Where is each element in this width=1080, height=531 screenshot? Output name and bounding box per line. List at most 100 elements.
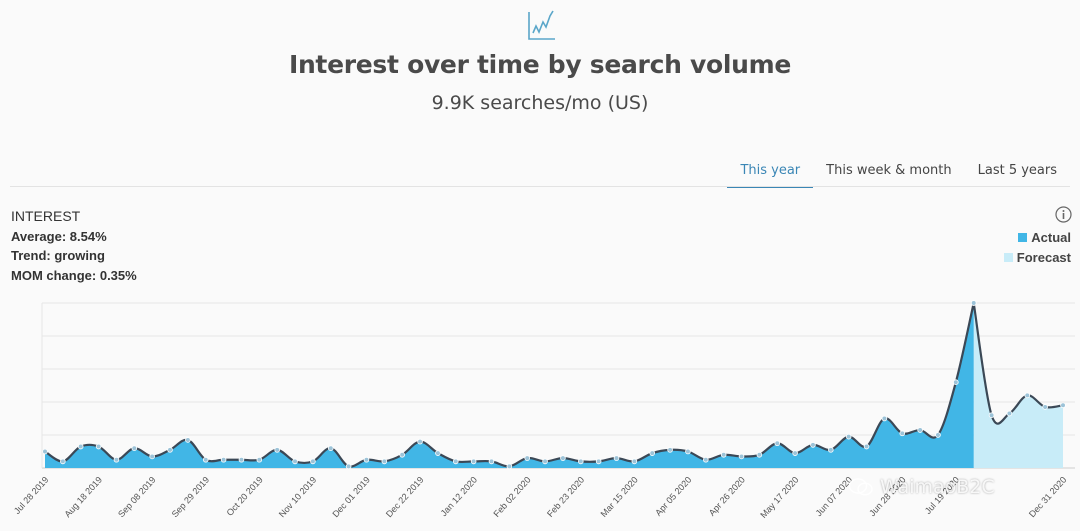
forecast-point: [1024, 392, 1031, 399]
actual-point: [953, 379, 959, 385]
tabs-divider: [10, 186, 1070, 187]
forecast-area: [973, 303, 1063, 468]
x-tick-label: Dec 31 2020: [1027, 475, 1069, 520]
actual-point: [381, 458, 388, 465]
wechat-logo-icon: [848, 478, 873, 496]
actual-point: [703, 456, 709, 463]
legend-actual-swatch: [1018, 233, 1028, 243]
x-tick-label: Sep 29 2019: [170, 475, 212, 520]
actual-point: [631, 458, 638, 465]
x-tick-label: Nov 10 2019: [277, 475, 319, 520]
tab-this-week-month[interactable]: This week & month: [826, 163, 952, 178]
actual-point: [274, 447, 280, 453]
x-tick-label: Dec 01 2019: [330, 475, 372, 520]
actual-point: [399, 452, 405, 458]
watermark-text: WaimaoB2C: [880, 476, 995, 498]
x-tick-label: Mar 15 2020: [599, 475, 640, 519]
actual-point: [542, 458, 548, 465]
x-tick-label: Apr 26 2020: [707, 475, 747, 518]
x-tick-label: Sep 08 2019: [116, 475, 158, 520]
forecast-point: [1042, 404, 1048, 410]
page-title: Interest over time by search volume: [288, 50, 792, 79]
x-tick-label: Feb 02 2020: [491, 475, 532, 519]
forecast-point: [1006, 410, 1013, 417]
forecast-point: [1060, 402, 1066, 409]
actual-point: [613, 455, 620, 461]
actual-point: [649, 450, 656, 456]
actual-point: [310, 458, 316, 465]
actual-point: [792, 450, 798, 456]
x-tick-label: Jul 28 2019: [12, 475, 51, 516]
info-icon[interactable]: [1055, 206, 1072, 223]
tab-this-year[interactable]: This year: [727, 158, 814, 188]
trend-stat: Trend: growing: [11, 248, 105, 263]
actual-point: [452, 458, 459, 465]
legend-actual-label: Actual: [1031, 230, 1071, 245]
actual-point: [935, 432, 941, 438]
tab-last-5-years[interactable]: Last 5 years: [977, 163, 1057, 178]
actual-point: [238, 456, 245, 463]
mom-stat: MOM change: 0.35%: [11, 267, 137, 283]
x-tick-label: Apr 05 2020: [653, 475, 693, 518]
actual-point: [720, 452, 727, 458]
x-tick-label: Jan 12 2020: [439, 475, 480, 519]
actual-point: [60, 458, 66, 465]
actual-point: [185, 437, 191, 443]
actual-point: [77, 443, 84, 450]
actual-point: [113, 456, 120, 463]
legend-forecast-swatch: [1003, 252, 1013, 262]
actual-point: [95, 443, 102, 450]
actual-point: [167, 447, 173, 453]
actual-point: [560, 455, 566, 461]
actual-point: [256, 456, 263, 463]
actual-point: [220, 456, 227, 463]
x-tick-label: Oct 20 2019: [225, 475, 265, 518]
x-tick-label: May 17 2020: [758, 475, 800, 520]
legend-actual[interactable]: Actual: [1004, 228, 1071, 248]
legend-forecast[interactable]: Forecast: [1003, 248, 1071, 268]
forecast-point: [970, 300, 977, 306]
actual-point: [327, 445, 334, 452]
actual-point: [738, 453, 745, 460]
search-volume-subtitle: 9.9K searches/mo (US): [431, 92, 649, 114]
legend-forecast-label: Forecast: [1016, 249, 1071, 265]
actual-point: [899, 430, 906, 437]
actual-point: [363, 456, 370, 463]
actual-point: [131, 445, 138, 452]
actual-point: [828, 447, 834, 453]
actual-point: [577, 458, 584, 465]
actual-area: [45, 303, 974, 468]
x-tick-label: Dec 22 2019: [384, 475, 426, 520]
interest-stats: INTEREST Average: 8.54% Trend: growing M…: [11, 207, 137, 285]
forecast-point: [988, 412, 995, 418]
actual-point: [524, 455, 531, 461]
chart-legend: Actual Forecast: [1003, 228, 1071, 268]
actual-point: [917, 427, 923, 433]
timeframe-tabs: This year This week & month Last 5 years: [727, 158, 1070, 188]
watermark: WaimaoB2C: [848, 476, 995, 498]
actual-point: [667, 447, 673, 453]
interest-chart: Jul 28 2019 Aug 18 2019 Sep 08 2019 Sep 29 …: [12, 300, 1075, 520]
actual-point: [863, 443, 870, 450]
actual-point: [149, 453, 155, 460]
trend-chart-icon: [528, 10, 555, 40]
actual-point: [685, 448, 691, 455]
actual-point: [756, 452, 763, 458]
actual-point: [845, 433, 852, 440]
actual-point: [202, 456, 209, 463]
actual-point: [810, 442, 816, 448]
actual-point: [42, 448, 48, 455]
average-stat: Average: 8.54%: [11, 228, 107, 244]
x-tick-label: Feb 23 2020: [545, 475, 586, 519]
actual-point: [881, 415, 888, 422]
actual-point: [435, 450, 441, 456]
x-tick-label: Aug 18 2019: [62, 475, 104, 520]
actual-point: [292, 458, 298, 465]
actual-point: [488, 458, 495, 465]
actual-point: [506, 463, 513, 470]
actual-point: [595, 458, 602, 465]
actual-point: [470, 458, 477, 465]
actual-point: [417, 438, 423, 445]
interest-heading: INTEREST: [11, 208, 81, 224]
actual-point: [345, 463, 352, 470]
